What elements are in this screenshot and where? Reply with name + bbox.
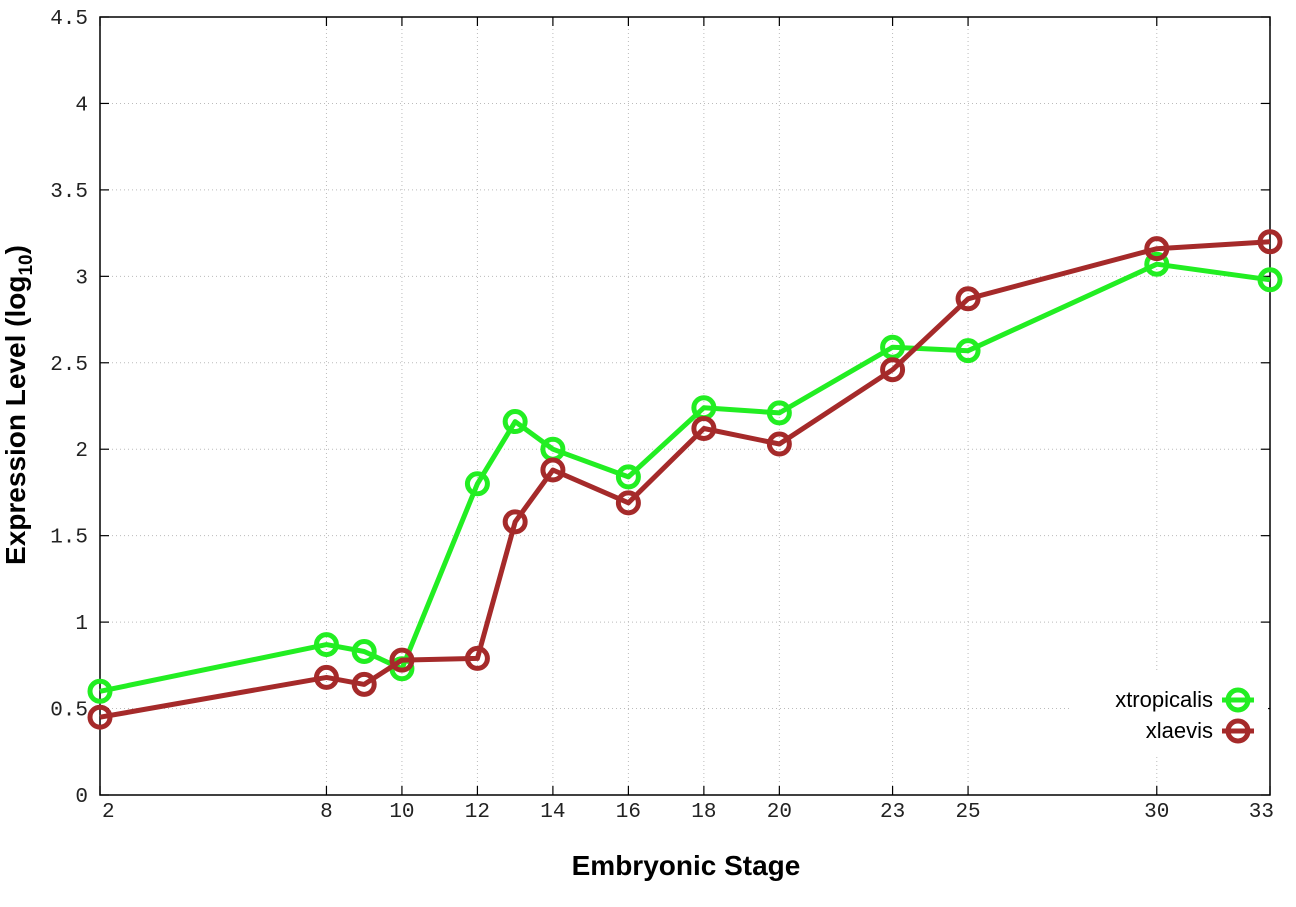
axis-ticks: 0 0.5 1 1.5 2 2.5 3 3.5 4 4.5 2 8 10 12 14 16 18 20 23 25 30… (50, 8, 1274, 824)
y-tick-label: 2.5 (50, 354, 88, 377)
y-axis-title-subscript: 10 (16, 254, 37, 275)
plot-frame (99, 16, 1271, 796)
x-tick-label: 25 (955, 801, 980, 824)
data-point-xlaevis (880, 357, 906, 383)
legend-label: xtropicalis (1115, 687, 1213, 712)
data-point-xlaevis (955, 286, 981, 312)
y-tick-label: 2 (75, 440, 88, 463)
legend-swatch-marker (1225, 718, 1251, 744)
data-point-xlaevis (766, 431, 792, 457)
y-axis-title-close: ) (0, 245, 31, 254)
data-point-xtropicalis (87, 678, 113, 704)
x-tick-label: 23 (880, 801, 905, 824)
data-point-xtropicalis (502, 409, 528, 435)
x-tick-label: 30 (1144, 801, 1169, 824)
data-point-xlaevis (615, 490, 641, 516)
x-tick-label: 12 (465, 801, 490, 824)
x-tick-label: 18 (691, 801, 716, 824)
y-tick-label: 3.5 (50, 181, 88, 204)
data-point-xlaevis (1144, 236, 1170, 262)
x-tick-label: 10 (389, 801, 414, 824)
legend-label: xlaevis (1146, 718, 1213, 743)
series-xlaevis (87, 229, 1283, 730)
data-point-xtropicalis (615, 464, 641, 490)
data-point-xlaevis (502, 509, 528, 535)
series-xtropicalis (87, 251, 1283, 704)
series-line-xtropicalis (99, 261, 1271, 694)
data-point-xtropicalis (766, 400, 792, 426)
legend-entry-xlaevis: xlaevis (1146, 718, 1254, 744)
series-line-xlaevis (99, 239, 1271, 720)
x-tick-label: 14 (540, 801, 565, 824)
legend: xtropicalis xlaevis (1070, 672, 1268, 754)
data-point-xtropicalis (1257, 267, 1283, 293)
y-tick-label: 0 (75, 786, 88, 809)
y-tick-label: 4.5 (50, 8, 88, 31)
data-point-xtropicalis (351, 639, 377, 665)
x-tick-label: 20 (767, 801, 792, 824)
data-point-xlaevis (464, 645, 490, 671)
y-tick-label: 1 (75, 613, 88, 636)
y-axis-title-main: Expression Level (log (0, 276, 31, 565)
x-tick-label: 8 (320, 801, 333, 824)
y-tick-label: 1.5 (50, 527, 88, 550)
data-point-xtropicalis (1144, 251, 1170, 277)
data-point-xtropicalis (955, 338, 981, 364)
data-point-xlaevis (389, 647, 415, 673)
x-tick-label: 33 (1249, 801, 1274, 824)
series (87, 229, 1283, 730)
x-tick-label: 2 (102, 801, 115, 824)
y-axis-title: Expression Level (log10) (0, 245, 37, 565)
data-point-xlaevis (1257, 229, 1283, 255)
x-tick-label: 16 (616, 801, 641, 824)
data-point-xlaevis (691, 415, 717, 441)
y-tick-label: 4 (75, 94, 88, 117)
data-point-xlaevis (313, 664, 339, 690)
data-point-xlaevis (540, 457, 566, 483)
data-point-xtropicalis (464, 471, 490, 497)
x-axis-title: Embryonic Stage (572, 850, 801, 881)
data-point-xlaevis (351, 671, 377, 697)
y-tick-label: 0.5 (50, 700, 88, 723)
legend-swatch-marker (1225, 687, 1251, 713)
data-point-xtropicalis (313, 632, 339, 658)
data-point-xlaevis (87, 704, 113, 730)
legend-entry-xtropicalis: xtropicalis (1115, 687, 1254, 713)
y-tick-label: 3 (75, 267, 88, 290)
